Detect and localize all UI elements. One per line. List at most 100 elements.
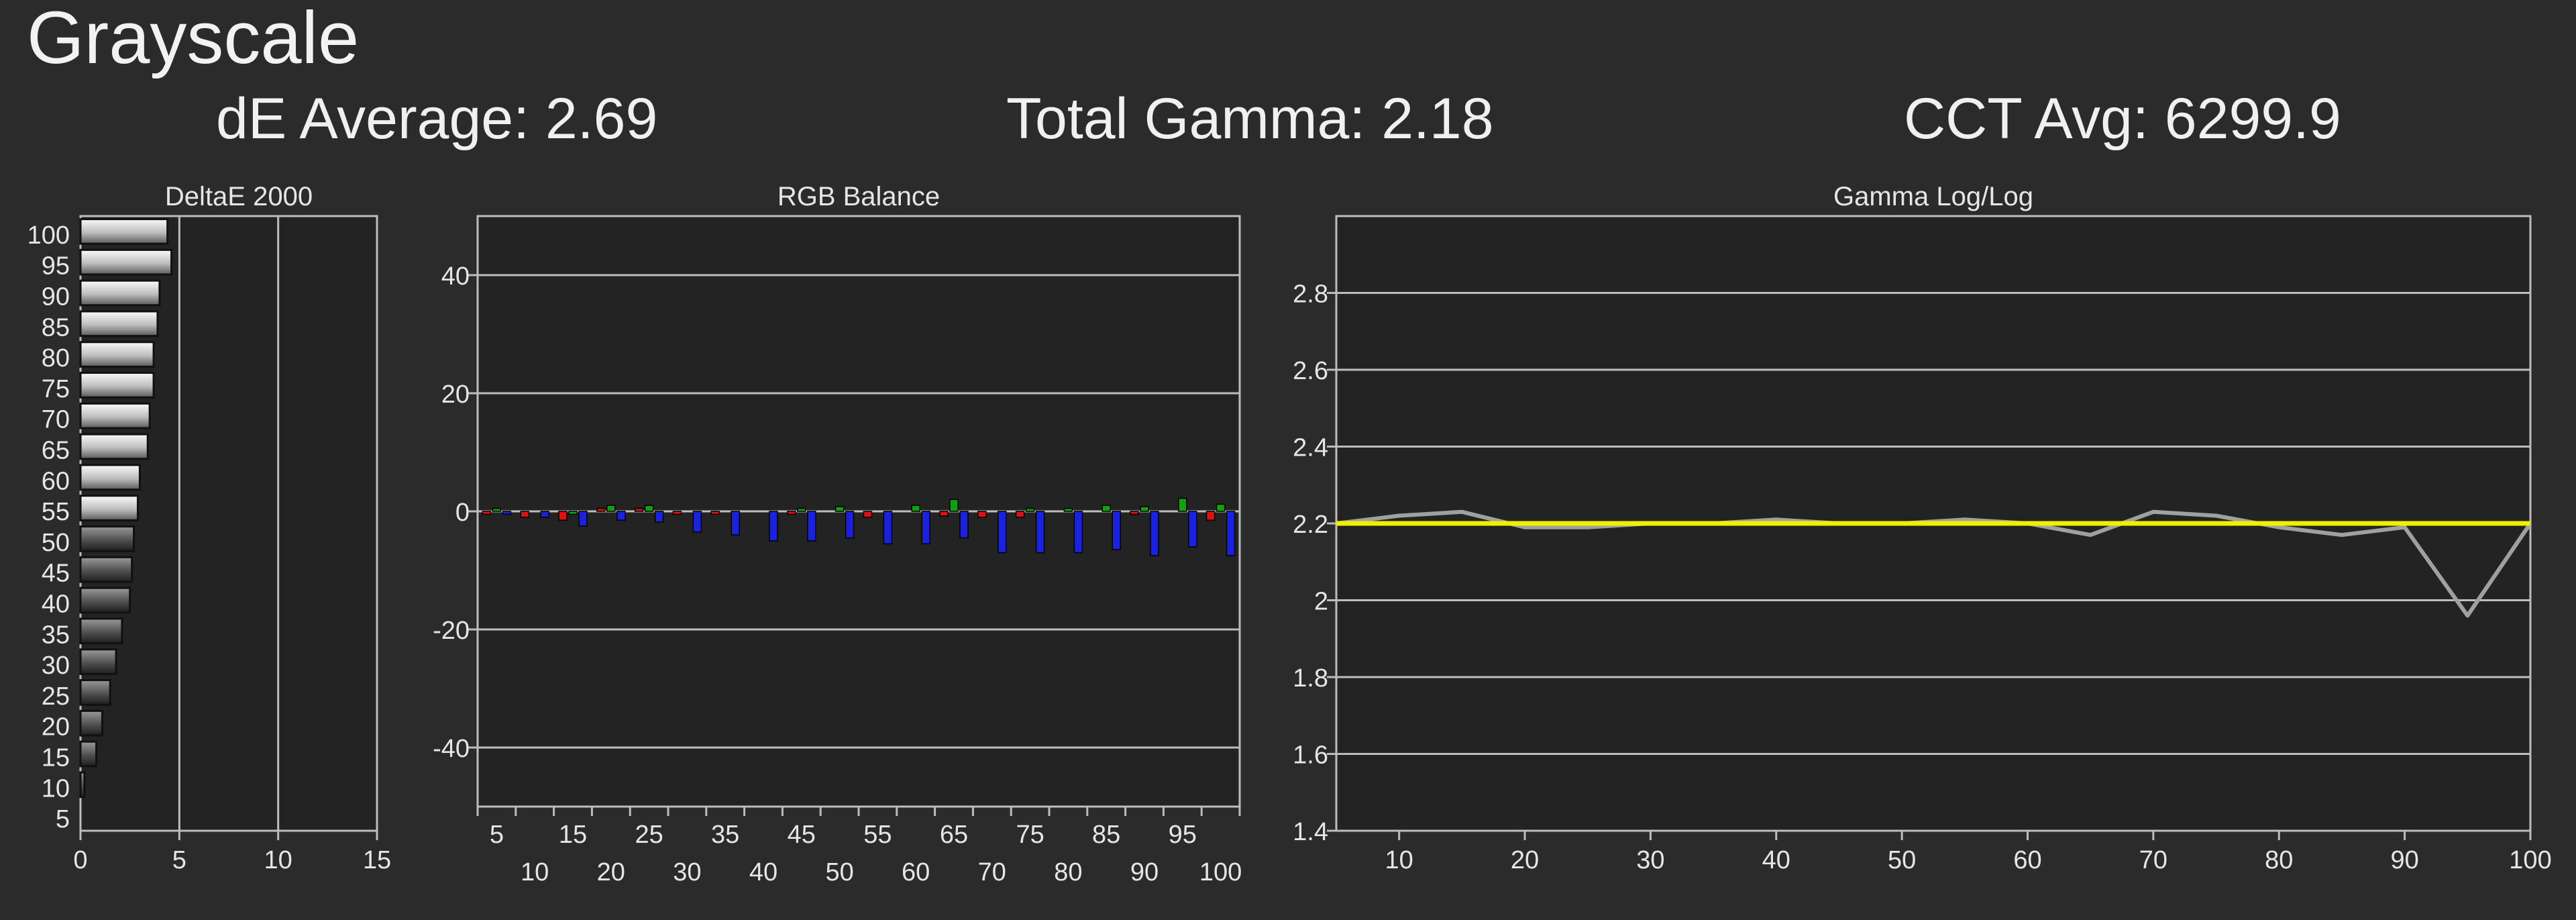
rgb-y-tick-label: 0 (455, 499, 470, 527)
deltae-category-label: 15 (42, 744, 70, 772)
deltae-bar (79, 679, 111, 706)
rgb-bar-b (959, 511, 969, 539)
rgb-x-tick-label: 85 (1092, 821, 1120, 849)
deltae-bar (79, 310, 159, 338)
gamma-y-tick-label: 1.6 (1293, 742, 1328, 770)
rgb-x-tick-label: 5 (490, 821, 504, 849)
gamma-y-tick-label: 1.4 (1293, 818, 1328, 846)
rgb-bar-r (787, 511, 796, 515)
rgb-bar-b (769, 511, 778, 542)
deltae-category-label: 35 (42, 621, 70, 649)
deltae-category-label: 25 (42, 682, 70, 711)
gamma-y-tick-label: 1.8 (1293, 664, 1328, 693)
rgb-chart-title: RGB Balance (777, 182, 940, 211)
rgb-y-tick-label: 40 (441, 262, 470, 291)
rgb-bar-b (1035, 511, 1045, 554)
rgb-x-tick-label: 15 (559, 821, 587, 849)
rgb-bar-r (520, 511, 529, 518)
deltae-bar (79, 248, 173, 276)
gamma-x-tick-label: 90 (2390, 846, 2418, 874)
deltae-category-label: 10 (42, 774, 70, 803)
deltae-bar (79, 402, 151, 429)
rgb-y-tick-label: -20 (433, 617, 470, 645)
deltae-bar (79, 709, 103, 737)
gamma-x-tick-label: 10 (1385, 846, 1413, 874)
rgb-bar-b (998, 511, 1007, 554)
rgb-bar-r (863, 511, 873, 518)
rgb-bar-b (540, 511, 549, 518)
rgb-bar-r (977, 511, 987, 518)
deltae-category-label: 55 (42, 498, 70, 526)
rgb-bar-r (939, 511, 949, 517)
rgb-x-tick-label: 50 (825, 858, 853, 886)
de-average-stat: dE Average: 2.69 (216, 87, 657, 151)
rgb-bar-g (797, 507, 806, 512)
rgb-bar-g (1140, 506, 1149, 512)
gamma-x-tick-label: 20 (1511, 846, 1539, 874)
total-gamma-value: 2.18 (1381, 87, 1494, 151)
deltae-category-label: 30 (42, 652, 70, 680)
rgb-bar-b (807, 511, 816, 542)
gamma-chart: Gamma Log/Log 2.8 2.6 2.4 2.2 2 1.8 1.6 1.4 10 20 3… (1293, 182, 2552, 874)
deltae-category-label: 20 (42, 713, 70, 742)
gamma-x-tick-label: 70 (2139, 846, 2167, 874)
deltae-bar (79, 648, 117, 675)
rgb-bar-b (654, 511, 664, 523)
deltae-category-label: 90 (42, 283, 70, 311)
rgb-y-tick-label: -40 (433, 735, 470, 763)
total-gamma-label: Total Gamma: (1006, 87, 1366, 151)
rgb-x-tick-label: 55 (863, 821, 892, 849)
rgb-bar-g (1178, 497, 1187, 512)
deltae-bar (79, 372, 155, 399)
deltae-x-tick-label: 10 (264, 846, 292, 874)
deltae-category-label: 80 (42, 344, 70, 372)
rgb-bar-b (731, 511, 740, 535)
gamma-y-tick-label: 2.2 (1293, 511, 1328, 539)
deltae-category-label: 60 (42, 467, 70, 495)
rgb-x-tick-label: 80 (1054, 858, 1082, 886)
rgb-x-tick-label: 40 (749, 858, 777, 886)
rgb-bar-g (1063, 507, 1073, 512)
deltae-bar (79, 464, 141, 491)
deltae-category-label: 85 (42, 313, 70, 342)
rgb-bar-r (634, 507, 644, 512)
rgb-bar-r (1130, 511, 1139, 515)
gamma-x-tick-label: 40 (1762, 846, 1790, 874)
rgb-bar-g (1216, 503, 1226, 512)
rgb-y-tick-label: 20 (441, 380, 470, 409)
rgb-bar-r (558, 511, 568, 521)
rgb-x-tick-label: 25 (635, 821, 663, 849)
rgb-bar-b (921, 511, 930, 545)
rgb-balance-chart: RGB Balance 40 20 0 -20 -40 5 15 25 35 45 55 65 75 85 9… (433, 182, 1242, 886)
deltae-bar (79, 556, 133, 583)
rgb-x-tick-label: 75 (1016, 821, 1044, 849)
rgb-bar-g (492, 507, 502, 512)
rgb-x-tick-label: 60 (902, 858, 930, 886)
rgb-bar-b (1150, 511, 1159, 556)
deltae-category-label: 45 (42, 560, 70, 588)
rgb-x-tick-label: 10 (521, 858, 549, 886)
rgb-x-tick-label: 20 (597, 858, 625, 886)
gamma-y-tick-label: 2.6 (1293, 357, 1328, 385)
rgb-bar-g (949, 499, 959, 512)
deltae-bar (79, 740, 98, 768)
deltae-bar (79, 617, 123, 645)
deltae-category-label: 40 (42, 591, 70, 619)
rgb-bar-g (644, 505, 654, 512)
rgb-bar-r (1015, 511, 1025, 518)
rgb-bar-r (482, 511, 492, 515)
rgb-bar-g (835, 506, 845, 512)
deltae-bar (79, 218, 169, 245)
deltae-x-tick-label: 0 (73, 846, 87, 874)
rgb-x-tick-label: 70 (978, 858, 1006, 886)
rgb-bar-g (1102, 505, 1111, 512)
rgb-x-tick-label: 95 (1169, 821, 1197, 849)
deltae-x-tick-label: 5 (172, 846, 186, 874)
rgb-x-tick-label: 45 (788, 821, 816, 849)
gamma-x-tick-label: 50 (1888, 846, 1916, 874)
gamma-y-tick-label: 2 (1314, 588, 1328, 616)
cct-average-value: 6299.9 (2164, 87, 2341, 151)
rgb-bar-b (1188, 511, 1197, 548)
rgb-bar-b (578, 511, 588, 527)
